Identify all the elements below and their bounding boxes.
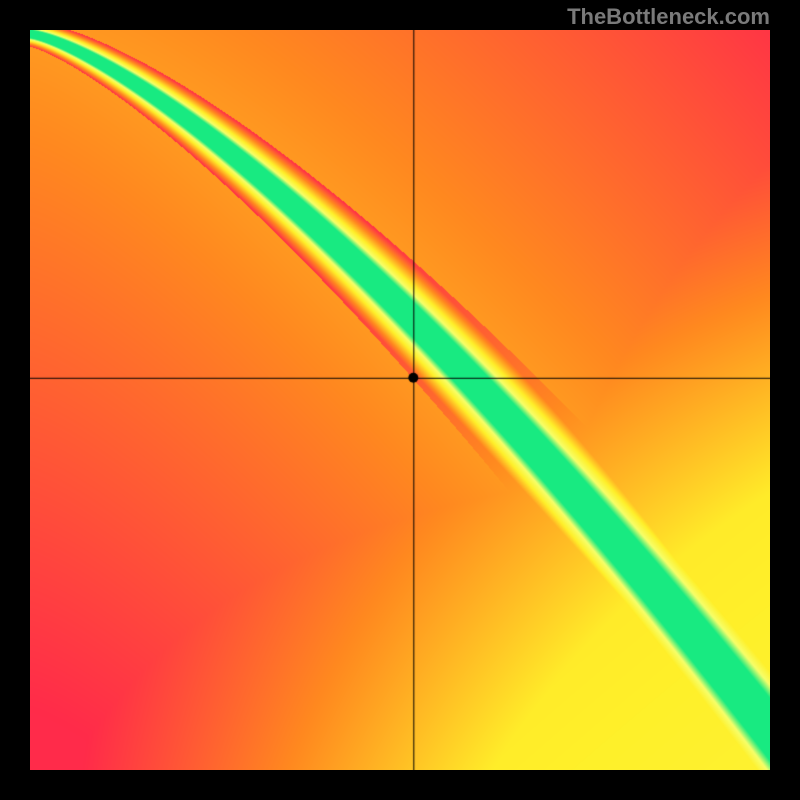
watermark-text: TheBottleneck.com — [567, 4, 770, 30]
bottleneck-heatmap — [30, 30, 770, 770]
chart-container: TheBottleneck.com — [0, 0, 800, 800]
